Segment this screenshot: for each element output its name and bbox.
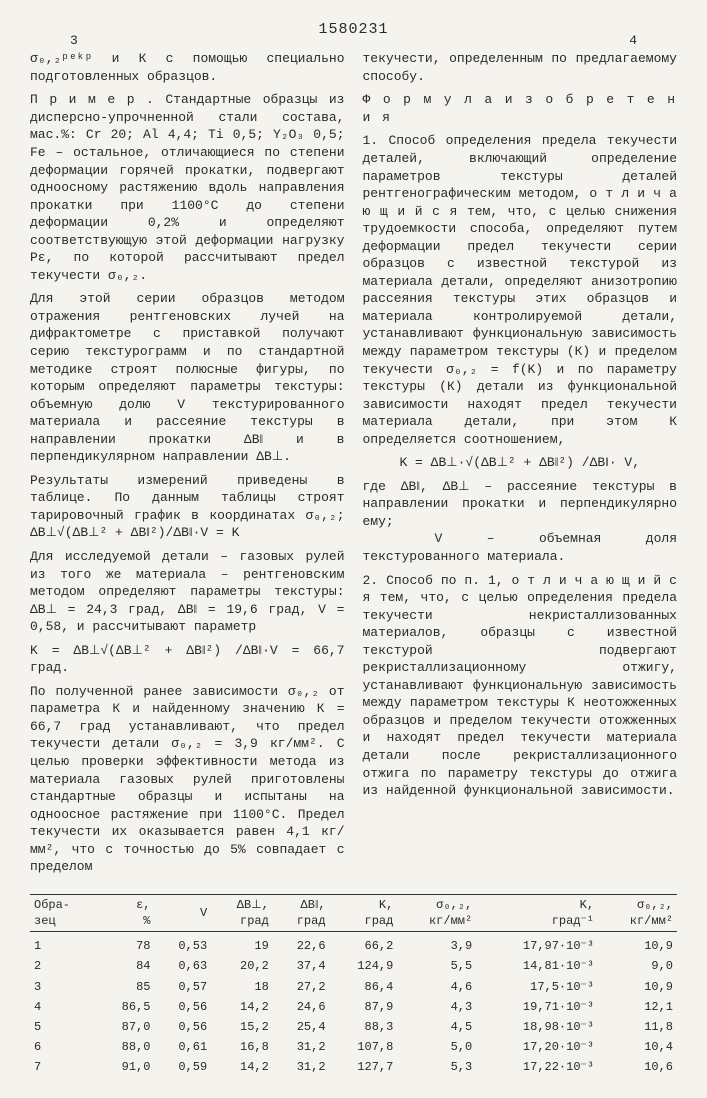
- table-cell: 17,22·10⁻³: [476, 1057, 598, 1077]
- table-cell: 1: [30, 932, 98, 957]
- table-cell: 4,5: [397, 1017, 476, 1037]
- table-head: Обра- зецε, %VΔB⊥, градΔB‖, градK, градσ…: [30, 894, 677, 931]
- table-cell: 18,98·10⁻³: [476, 1017, 598, 1037]
- page-number-left: 3: [70, 32, 78, 50]
- left-p5: Для исследуемой детали – газовых рулей и…: [30, 548, 345, 636]
- table-cell: 0,56: [154, 1017, 211, 1037]
- table-row: 791,00,5914,231,2127,75,317,22·10⁻³10,6: [30, 1057, 677, 1077]
- right-column: текучести, определенным по предлагаемому…: [363, 50, 678, 882]
- where-label-1: где ΔB‖, ΔB⊥ –: [363, 479, 493, 494]
- table-col-header: σ₀,₂, кг/мм²: [397, 894, 476, 931]
- table-cell: 17,20·10⁻³: [476, 1037, 598, 1057]
- table-cell: 87,0: [98, 1017, 155, 1037]
- left-formula-1: K = ΔB⊥√(ΔB⊥² + ΔB‖²) /ΔB‖·V = 66,7 град…: [30, 642, 345, 677]
- table-cell: 14,2: [211, 1057, 273, 1077]
- table-cell: 10,9: [598, 932, 677, 957]
- right-p4: 2. Способ по п. 1, о т л и ч а ю щ и й с…: [363, 572, 678, 800]
- table-row: 2840,6320,237,4124,95,514,81·10⁻³9,0: [30, 956, 677, 976]
- table-cell: 86,4: [330, 977, 398, 997]
- table-col-header: Обра- зец: [30, 894, 98, 931]
- where-label-2: V –: [435, 531, 495, 546]
- table-col-header: ΔB‖, град: [273, 894, 330, 931]
- table-cell: 17,5·10⁻³: [476, 977, 598, 997]
- table-cell: 4,6: [397, 977, 476, 997]
- table-cell: 15,2: [211, 1017, 273, 1037]
- table-cell: 20,2: [211, 956, 273, 976]
- table-cell: 25,4: [273, 1017, 330, 1037]
- results-table: Обра- зецε, %VΔB⊥, градΔB‖, градK, градσ…: [30, 894, 677, 1078]
- table-cell: 10,6: [598, 1057, 677, 1077]
- table-cell: 91,0: [98, 1057, 155, 1077]
- table-cell: 27,2: [273, 977, 330, 997]
- right-p2: 1. Способ определения предела текучести …: [363, 132, 678, 448]
- right-p3: где ΔB‖, ΔB⊥ – рассеяние текстуры в напр…: [363, 478, 678, 566]
- table-cell: 66,2: [330, 932, 398, 957]
- claims-heading: Ф о р м у л а и з о б р е т е н и я: [363, 91, 678, 126]
- table-header-row: Обра- зецε, %VΔB⊥, градΔB‖, градK, градσ…: [30, 894, 677, 931]
- table-cell: 22,6: [273, 932, 330, 957]
- table-cell: 0,57: [154, 977, 211, 997]
- table-cell: 0,63: [154, 956, 211, 976]
- table-cell: 5,0: [397, 1037, 476, 1057]
- table-col-header: K, град: [330, 894, 398, 931]
- table-cell: 3,9: [397, 932, 476, 957]
- table-col-header: σ₀,₂, кг/мм²: [598, 894, 677, 931]
- table-cell: 5: [30, 1017, 98, 1037]
- table-cell: 85: [98, 977, 155, 997]
- table-cell: 19: [211, 932, 273, 957]
- table-cell: 18: [211, 977, 273, 997]
- left-p3: Для этой серии образцов методом отражени…: [30, 290, 345, 465]
- table-col-header: ΔB⊥, град: [211, 894, 273, 931]
- right-p1: текучести, определенным по предлагаемому…: [363, 50, 678, 85]
- table-cell: 84: [98, 956, 155, 976]
- table-cell: 3: [30, 977, 98, 997]
- patent-number: 1580231: [30, 20, 677, 40]
- table-cell: 88,0: [98, 1037, 155, 1057]
- left-p4: Результаты измерений приведены в таблице…: [30, 472, 345, 542]
- table-cell: 127,7: [330, 1057, 398, 1077]
- table-cell: 78: [98, 932, 155, 957]
- table-cell: 88,3: [330, 1017, 398, 1037]
- table-cell: 16,8: [211, 1037, 273, 1057]
- table-cell: 0,53: [154, 932, 211, 957]
- table-col-header: ε, %: [98, 894, 155, 931]
- right-formula-1: K = ΔB⊥·√(ΔB⊥² + ΔB‖²) /ΔB‖· V,: [363, 454, 678, 472]
- table-cell: 31,2: [273, 1037, 330, 1057]
- page-number-right: 4: [629, 32, 637, 50]
- left-p2: П р и м е р . Стандартные образцы из дис…: [30, 91, 345, 284]
- where-text-2: объемная доля текстурованного материала.: [363, 531, 678, 564]
- text-columns: σ₀,₂ᵖᵉᵏᵖ и К с помощью специально подгот…: [30, 50, 677, 882]
- left-p6: По полученной ранее зависимости σ₀,₂ от …: [30, 683, 345, 876]
- left-p1: σ₀,₂ᵖᵉᵏᵖ и К с помощью специально подгот…: [30, 50, 345, 85]
- table-row: 688,00,6116,831,2107,85,017,20·10⁻³10,4: [30, 1037, 677, 1057]
- table-col-header: K, град⁻¹: [476, 894, 598, 931]
- table-cell: 2: [30, 956, 98, 976]
- table-col-header: V: [154, 894, 211, 931]
- table-cell: 37,4: [273, 956, 330, 976]
- table-cell: 5,3: [397, 1057, 476, 1077]
- table-cell: 10,4: [598, 1037, 677, 1057]
- table-cell: 0,59: [154, 1057, 211, 1077]
- table-row: 3850,571827,286,44,617,5·10⁻³10,9: [30, 977, 677, 997]
- table-cell: 31,2: [273, 1057, 330, 1077]
- left-column: σ₀,₂ᵖᵉᵏᵖ и К с помощью специально подгот…: [30, 50, 345, 882]
- table-cell: 7: [30, 1057, 98, 1077]
- table-cell: 6: [30, 1037, 98, 1057]
- table-cell: 17,97·10⁻³: [476, 932, 598, 957]
- table-body: 1780,531922,666,23,917,97·10⁻³10,92840,6…: [30, 932, 677, 1078]
- table-cell: 14,81·10⁻³: [476, 956, 598, 976]
- table-row: 1780,531922,666,23,917,97·10⁻³10,9: [30, 932, 677, 957]
- table-cell: 5,5: [397, 956, 476, 976]
- table-cell: 11,8: [598, 1017, 677, 1037]
- table-row: 587,00,5615,225,488,34,518,98·10⁻³11,8: [30, 1017, 677, 1037]
- table-cell: 107,8: [330, 1037, 398, 1057]
- table-cell: 10,9: [598, 977, 677, 997]
- table-cell: 124,9: [330, 956, 398, 976]
- table-cell: 9,0: [598, 956, 677, 976]
- table-cell: 0,61: [154, 1037, 211, 1057]
